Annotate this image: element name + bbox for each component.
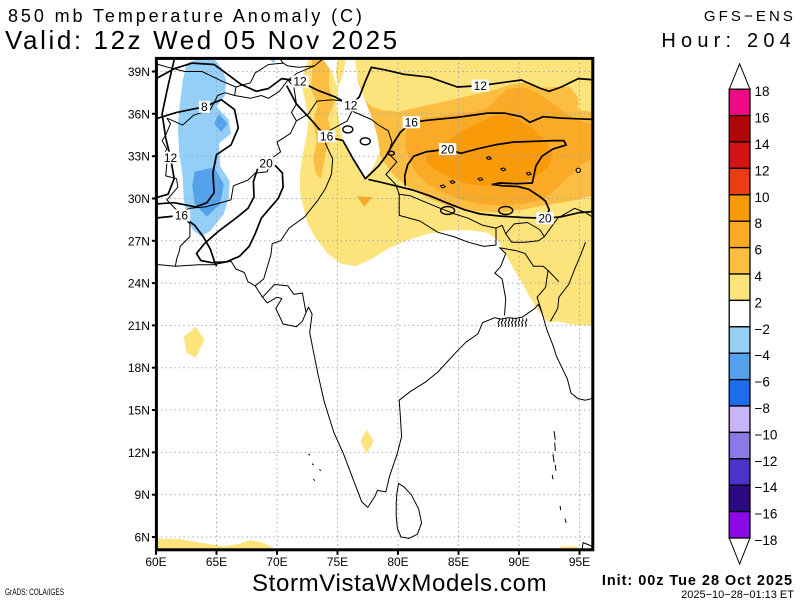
svg-text:6: 6 (755, 243, 763, 258)
svg-text:−10: −10 (755, 427, 778, 442)
svg-text:−6: −6 (755, 375, 770, 390)
svg-text:12N: 12N (128, 446, 150, 460)
svg-text:12: 12 (474, 79, 488, 93)
svg-text:70E: 70E (266, 555, 287, 569)
svg-text:85E: 85E (448, 555, 469, 569)
svg-text:12: 12 (344, 99, 358, 113)
svg-text:−16: −16 (755, 507, 778, 522)
svg-text:12: 12 (755, 163, 770, 178)
svg-text:9N: 9N (135, 488, 150, 502)
svg-text:−4: −4 (755, 348, 771, 363)
svg-text:16: 16 (175, 209, 189, 223)
svg-text:12: 12 (293, 75, 307, 89)
svg-text:60E: 60E (145, 555, 166, 569)
svg-text:12: 12 (164, 151, 178, 165)
svg-text:8: 8 (755, 216, 763, 231)
svg-text:33N: 33N (128, 150, 150, 164)
svg-text:−8: −8 (755, 401, 770, 416)
svg-text:95E: 95E (569, 555, 590, 569)
svg-text:16: 16 (320, 130, 334, 144)
svg-text:14: 14 (755, 137, 771, 152)
svg-text:39N: 39N (128, 65, 150, 79)
svg-text:16: 16 (755, 111, 770, 126)
svg-text:20: 20 (259, 156, 273, 170)
svg-text:15N: 15N (128, 404, 150, 418)
svg-text:65E: 65E (206, 555, 227, 569)
svg-text:18N: 18N (128, 361, 150, 375)
svg-text:10: 10 (755, 190, 770, 205)
svg-text:27N: 27N (128, 234, 150, 248)
svg-text:−12: −12 (755, 454, 778, 469)
svg-text:8: 8 (201, 100, 208, 114)
svg-text:4: 4 (755, 269, 763, 284)
svg-text:36N: 36N (128, 107, 150, 121)
svg-text:6N: 6N (135, 531, 150, 545)
svg-text:20: 20 (441, 142, 455, 156)
svg-text:−2: −2 (755, 322, 770, 337)
svg-text:18: 18 (755, 84, 770, 99)
svg-text:2: 2 (755, 295, 763, 310)
svg-text:16: 16 (405, 116, 419, 130)
svg-text:21N: 21N (128, 319, 150, 333)
svg-text:80E: 80E (387, 555, 408, 569)
svg-text:24N: 24N (128, 277, 150, 291)
svg-text:30N: 30N (128, 192, 150, 206)
svg-text:−18: −18 (755, 533, 778, 548)
svg-text:−14: −14 (755, 480, 778, 495)
svg-text:20: 20 (538, 211, 552, 225)
svg-text:75E: 75E (327, 555, 348, 569)
svg-text:90E: 90E (508, 555, 529, 569)
